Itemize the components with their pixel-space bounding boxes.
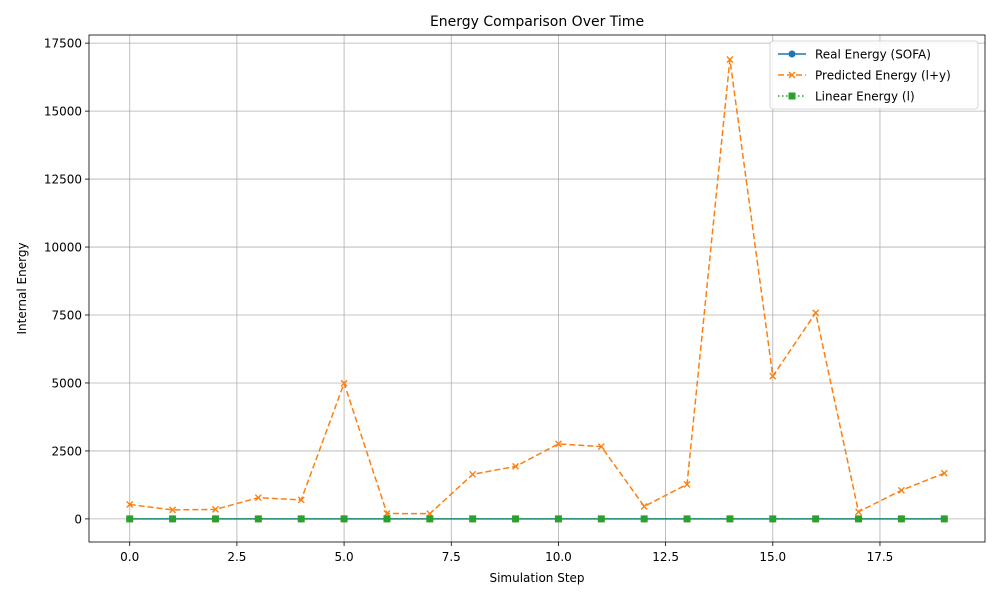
series-3-point [597,515,605,523]
x-tick-label: 7.5 [442,550,461,564]
series-3-point [769,515,777,523]
series-2-point [597,443,605,451]
series-2-point-stroke [554,440,562,448]
series-3-point [554,515,562,523]
legend-marker [788,50,796,58]
series-2-point-stroke [469,470,477,478]
series-2-point [169,506,177,514]
x-tick-label: 5.0 [335,550,354,564]
series-2-point [340,379,348,387]
series-2-point-stroke [254,494,262,502]
series-3-point [469,515,477,523]
series-2-line [129,59,945,515]
y-tick-label: 7500 [51,309,82,323]
legend-marker [788,71,796,79]
legend-label: Predicted Energy (l+y) [815,69,951,83]
series-2-point [512,462,520,470]
series-2-point [126,500,134,508]
series-3-point [726,515,734,523]
x-tick-label: 17.5 [867,550,894,564]
series-2-point-stroke [812,309,820,317]
y-axis-label: Internal Energy [15,242,29,334]
series-2-point-stroke [126,500,134,508]
series-3-point [940,515,948,523]
series-2-point [211,505,219,513]
series-3-point [297,515,305,523]
series-2-point [855,508,863,516]
series-2-point-stroke [897,486,905,494]
series-3-point [512,515,520,523]
legend-label: Real Energy (SOFA) [815,48,931,62]
series-2-point [726,55,734,63]
x-tick-label: 0.0 [120,550,139,564]
y-tick-label: 15000 [44,105,82,119]
series-2-point-stroke [340,379,348,387]
series-2-point-stroke [769,372,777,380]
axis-ticks: 0.0 2.5 5.0 7.5 10.0 12.5 15.0 17.5 0 2500 5000 750… [44,37,894,564]
y-tick-label: 0 [74,512,82,526]
series-2 [126,55,948,518]
series-2-point [469,470,477,478]
series-3-point [683,515,691,523]
series-2-point [812,309,820,317]
series-2-point-stroke [211,505,219,513]
series-3-point [211,515,219,523]
series-3-point [426,515,434,523]
legend-box [769,40,979,110]
series-2-point-stroke [597,443,605,451]
series-3 [126,515,948,523]
y-tick-label: 2500 [51,444,82,458]
x-tick-label: 10.0 [545,550,572,564]
legend-marker-stroke [788,71,796,79]
series-layer [126,55,948,523]
series-3-point [855,515,863,523]
chart-title: Energy Comparison Over Time [430,14,644,30]
series-2-point [897,486,905,494]
series-2-point [297,496,305,504]
series-3-point [897,515,905,523]
series-3-point [383,515,391,523]
series-2-point-stroke [855,508,863,516]
legend: Real Energy (SOFA) Predicted Energy (l+y)… [769,40,979,110]
x-tick-label: 15.0 [759,550,786,564]
legend-marker [788,92,796,100]
series-2-point-stroke [297,496,305,504]
series-2-point [940,469,948,477]
series-2-point [683,480,691,488]
series-2-point [254,494,262,502]
y-tick-label: 17500 [44,37,82,51]
series-2-point-stroke [940,469,948,477]
series-2-point-stroke [683,480,691,488]
series-3-point [254,515,262,523]
x-tick-label: 12.5 [652,550,679,564]
series-3-point [340,515,348,523]
series-3-point [812,515,820,523]
gridlines [89,35,985,542]
series-2-point [554,440,562,448]
series-3-point [169,515,177,523]
series-2-point [769,372,777,380]
y-tick-label: 5000 [51,376,82,390]
series-2-point-stroke [640,502,648,510]
series-2-point-stroke [512,462,520,470]
series-3-point [640,515,648,523]
y-tick-label: 10000 [44,241,82,255]
series-2-point-stroke [726,55,734,63]
x-tick-label: 2.5 [227,550,246,564]
series-3-point [126,515,134,523]
plot-area-frame [88,34,986,543]
series-2-point [640,502,648,510]
legend-label: Linear Energy (l) [815,90,915,104]
x-axis-label: Simulation Step [489,571,584,585]
series-2-point-stroke [169,506,177,514]
y-tick-label: 12500 [44,173,82,187]
